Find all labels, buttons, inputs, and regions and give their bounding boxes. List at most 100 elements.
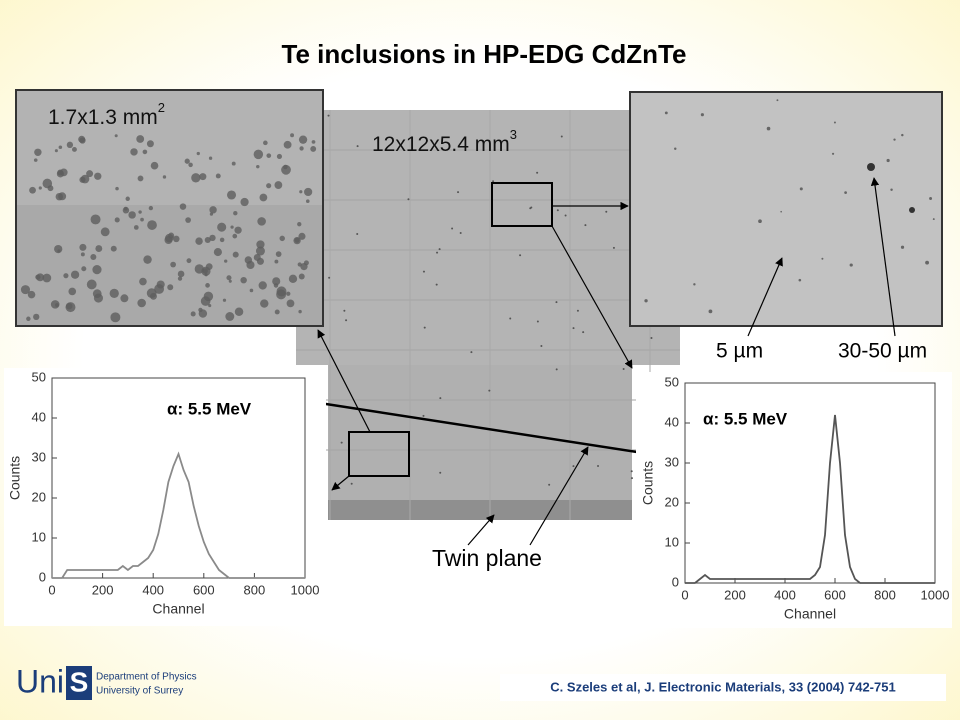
inclusion-dot [185,217,191,223]
inclusion-dot [548,483,551,486]
inclusion-dot [350,482,353,485]
inclusion-dot [288,274,298,284]
inclusion-dot [208,304,212,308]
inclusion-dot [222,298,227,302]
y-tick-label: 50 [665,374,679,389]
inclusion-dot [263,140,268,146]
inclusion-dot [540,344,543,347]
inclusion-dot [576,309,579,312]
inclusion-dot [226,275,232,281]
inclusion-dot [693,283,696,286]
inclusion-dot [55,192,64,201]
inclusion-dot [173,235,180,243]
inclusion-dot [94,172,102,180]
arrow [331,475,350,491]
inclusion-dot [423,326,426,329]
inclusion-dot [311,140,316,144]
inclusion-dot [249,288,254,293]
inclusion-dot [273,283,279,288]
x-tick-label: 400 [774,587,796,602]
inclusion-dot [204,273,208,277]
inclusion-dot [274,181,283,189]
inclusion-dot [195,237,203,245]
inclusion-dot [71,146,77,152]
inclusion-dot [143,255,152,264]
inclusion-dot [340,441,343,444]
y-tick-label: 20 [32,489,46,504]
inclusion-dot [488,389,491,392]
inclusion-dot [303,260,309,266]
logo-s: S [70,666,89,697]
inclusion-dot [283,140,292,149]
inclusion-dot [272,277,281,286]
micrograph-right [629,91,943,327]
inclusion-dot [150,161,159,170]
inclusion-dot [925,260,930,265]
inclusion-dot [799,187,803,191]
inclusion-dot [255,246,265,256]
inclusion-dot [190,311,196,317]
inclusion-dot [125,196,130,201]
inclusion-dot [564,214,567,217]
inclusion-dot [224,259,228,263]
inclusion-dot [81,266,87,272]
inclusion-dot [327,114,330,117]
chart-panel [636,372,952,628]
inclusion-dot [283,164,288,170]
inclusion-dot [79,176,86,183]
inclusion-dot [605,210,608,213]
inclusion-dot [78,135,86,143]
inclusion-dot [70,270,80,279]
y-tick-label: 40 [32,409,46,424]
inclusion-dot [150,292,157,300]
inclusion-dot [226,190,237,200]
x-tick-label: 800 [874,587,896,602]
inclusion-dot [650,336,653,339]
twin-plane-line [299,398,657,457]
inclusion-dot [120,294,129,303]
inclusion-dot [901,133,904,137]
inclusion-dot [130,148,138,156]
inclusion-dot [168,232,175,239]
inclusion-dot [890,188,893,191]
inclusion-dot [146,140,154,148]
histogram-line [52,451,305,579]
y-tick-label: 0 [39,569,46,584]
sample-label: 12x12x5.4 mm3 [372,127,517,155]
inclusion-dot [232,233,238,239]
inclusion-dot [208,156,213,160]
inclusion-dot [42,273,52,283]
inclusion-dot [867,163,875,171]
inclusion-dot [612,246,615,249]
inclusion-dot [186,258,192,264]
inclusion-dot [68,287,77,296]
logo-line: University of Surrey [96,686,183,697]
inclusion-dot [286,299,295,308]
inclusion-dot [274,259,279,264]
plot-frame [684,382,936,584]
logo-box [66,666,92,700]
inclusion-dot [305,199,310,203]
inclusion-dot [191,173,201,183]
inclusion-dot [140,217,144,222]
inclusion-dot [298,309,302,314]
slide-title: Te inclusions in HP-EDG CdZnTe [282,39,687,69]
inclusion-dot [276,153,283,160]
arrow [317,329,371,433]
inclusion-dot [276,286,287,297]
inclusion-dot [572,465,575,468]
inclusion-dot [297,222,302,227]
inclusion-dot [932,218,935,221]
inclusion-dot [204,236,211,244]
inclusion-dot [451,227,454,230]
arrow [551,225,633,369]
inclusion-dot [459,231,462,234]
inclusion-dot [299,146,304,151]
x-tick-label: 1000 [921,587,950,602]
annotation: α: 5.5 MeV [703,409,788,428]
inclusion-dot [258,281,267,290]
y-tick-label: 30 [32,449,46,464]
inclusion-dot [137,175,144,182]
inclusion-dot [170,261,176,268]
